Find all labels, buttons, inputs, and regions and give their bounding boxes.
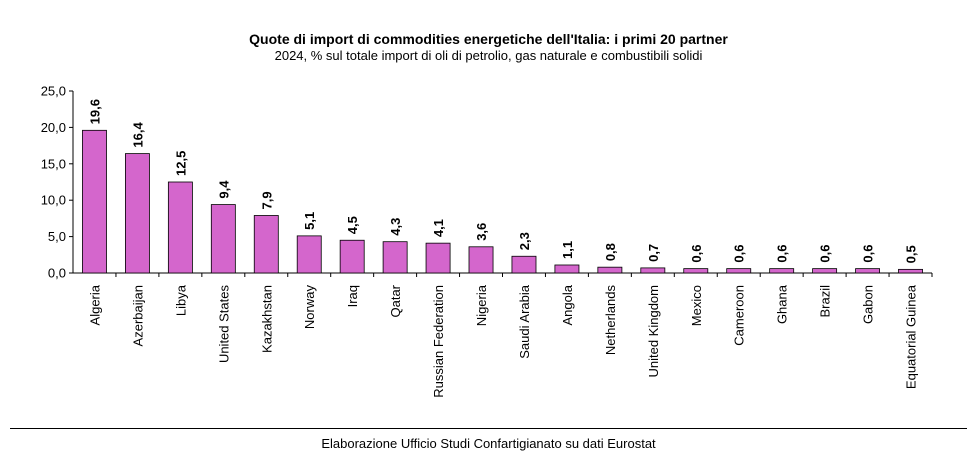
value-label: 0,6	[775, 245, 790, 263]
value-label: 0,6	[689, 245, 704, 263]
bar	[210, 204, 236, 274]
value-label: 0,8	[603, 243, 618, 261]
value-label: 0,5	[904, 245, 919, 263]
value-label: 4,3	[388, 218, 403, 236]
category-label: Nigeria	[474, 284, 489, 326]
source-divider	[10, 428, 967, 429]
bar	[554, 264, 580, 274]
category-label: Saudi Arabia	[517, 284, 532, 358]
value-label: 4,5	[345, 216, 360, 234]
value-label: 7,9	[259, 191, 274, 209]
bar	[167, 181, 193, 274]
category-label: United States	[216, 285, 231, 364]
bar	[769, 268, 795, 274]
bar	[468, 246, 494, 274]
category-label: Gabon	[861, 285, 876, 324]
category-label: Norway	[302, 285, 317, 330]
bar-chart: 0,0 5,0 10,0 15,0 20,0 25,0 19,6 16,4 12,5 9,4 7,…	[41, 84, 933, 398]
bar	[726, 268, 752, 274]
category-label: Brazil	[818, 285, 833, 318]
bar	[124, 153, 150, 274]
value-label: 12,5	[173, 151, 188, 176]
category-label: Kazakhstan	[259, 285, 274, 353]
y-tick-label: 20,0	[41, 120, 66, 135]
chart-title: Quote di import di commodities energetic…	[249, 31, 728, 47]
bar	[855, 268, 881, 274]
value-label: 0,6	[861, 245, 876, 263]
y-tick-label: 10,0	[41, 193, 66, 208]
bar	[296, 235, 322, 274]
category-label: Ghana	[775, 284, 790, 324]
bar	[82, 129, 107, 274]
value-label: 0,6	[732, 245, 747, 263]
value-label: 16,4	[130, 122, 145, 148]
bars-group	[82, 129, 933, 277]
y-tick-label: 5,0	[48, 229, 66, 244]
bar	[640, 267, 666, 274]
category-label: Russian Federation	[431, 285, 446, 398]
category-label: Mexico	[689, 285, 704, 326]
category-label: Iraq	[345, 285, 360, 307]
bar	[253, 215, 279, 274]
category-label: Equatorial Guinea	[904, 284, 919, 389]
y-tick-label: 25,0	[41, 84, 66, 99]
bar	[425, 242, 451, 274]
value-label: 5,1	[302, 212, 317, 230]
category-label: Cameroon	[732, 285, 747, 346]
y-tick-label: 15,0	[41, 156, 66, 171]
value-label: 0,7	[646, 244, 661, 262]
value-label: 2,3	[517, 232, 532, 250]
value-label: 9,4	[216, 180, 231, 199]
value-label: 4,1	[431, 219, 446, 237]
category-label: United Kingdom	[646, 285, 661, 378]
category-label: Libya	[173, 284, 188, 316]
category-label: Netherlands	[603, 285, 618, 356]
value-labels-group: 19,6 16,4 12,5 9,4 7,9 5,1 4,5 4,3 4,1 3,6 2,3 1,1 0…	[87, 99, 918, 263]
bar	[511, 255, 537, 274]
value-label: 1,1	[560, 241, 575, 259]
chart-subtitle: 2024, % sul totale import di oli di petr…	[274, 48, 703, 63]
x-labels-group: Algeria Azerbaijan Libya United States Kazak…	[87, 284, 918, 398]
category-label: Azerbaijan	[130, 285, 145, 346]
category-label: Algeria	[87, 284, 102, 325]
category-label: Qatar	[388, 284, 403, 317]
y-tick-label: 0,0	[48, 266, 66, 281]
source-note: Elaborazione Ufficio Studi Confartigiana…	[321, 436, 656, 451]
value-label: 0,6	[818, 245, 833, 263]
bar	[898, 268, 923, 274]
bar	[339, 239, 365, 274]
value-label: 3,6	[474, 223, 489, 241]
category-label: Angola	[560, 284, 575, 325]
bar	[812, 268, 838, 274]
bar	[683, 268, 709, 274]
bar	[597, 266, 623, 274]
value-label: 19,6	[87, 99, 102, 124]
bar	[382, 241, 408, 274]
